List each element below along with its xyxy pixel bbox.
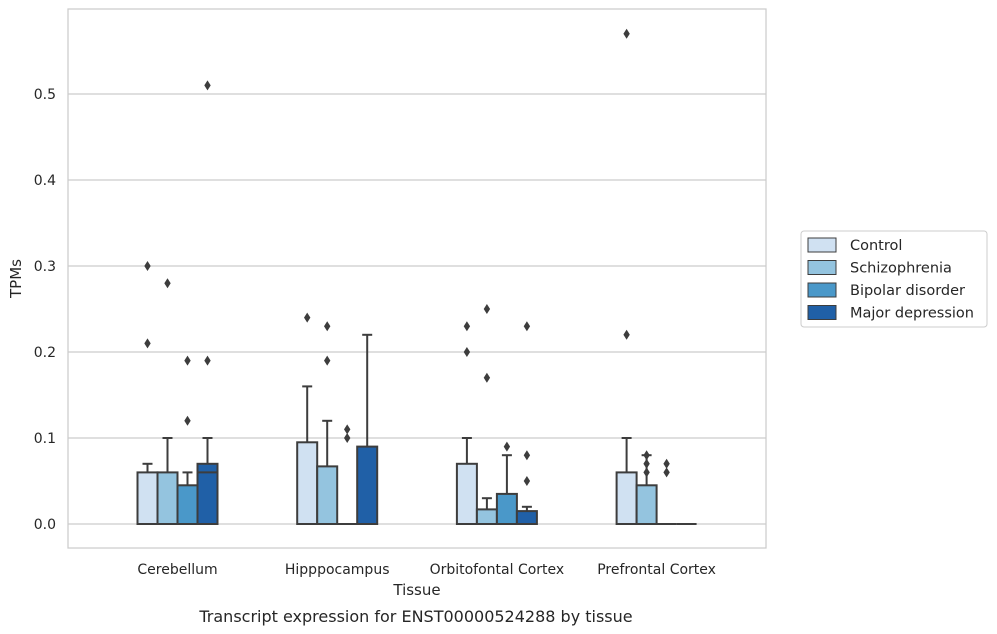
x-axis-label: Tissue (392, 581, 440, 599)
grid-lines (68, 93, 766, 525)
legend-swatch (807, 305, 837, 320)
box-control (296, 312, 319, 525)
outlier-point (184, 355, 191, 366)
y-tick-labels: 0.0 0.1 0.2 0.3 0.4 0.5 (34, 87, 56, 533)
outlier-point (663, 458, 670, 469)
box-major-depression (356, 333, 379, 526)
box-body (316, 465, 339, 526)
legend-swatch (807, 237, 837, 253)
outlier-point (623, 28, 630, 39)
box-bipolar-disorder (495, 441, 518, 525)
legend-label: Bipolar disorder (850, 283, 965, 299)
outlier-point (324, 355, 331, 366)
box-major-depression (196, 80, 219, 525)
y-tick-label: 0.5 (34, 87, 56, 103)
x-tick-label: Hipppocampus (285, 562, 390, 578)
x-tick-label: Cerebellum (137, 562, 217, 578)
box-bipolar-disorder (337, 424, 358, 525)
legend-frame (800, 230, 988, 328)
box-body (475, 508, 498, 526)
box-body (635, 484, 658, 525)
plot-area-frame (67, 8, 767, 549)
box-schizophrenia (156, 278, 179, 525)
x-tick-label: Orbitofontal Cortex (430, 562, 565, 578)
outlier-point (204, 355, 211, 366)
outlier-point (463, 321, 471, 332)
x-tick-label: Prefrontal Cortex (597, 562, 716, 578)
box-schizophrenia (316, 321, 339, 526)
outlier-point (643, 450, 650, 461)
outlier-point (643, 458, 650, 469)
outlier-point (643, 467, 650, 478)
outlier-point (304, 312, 311, 323)
y-tick-label: 0.3 (34, 259, 56, 275)
box-body (495, 492, 518, 525)
chart-caption: Transcript expression for ENST0000052428… (198, 607, 632, 626)
boxes (136, 28, 697, 526)
legend: Control Schizophrenia Bipolar disorder Majo… (800, 230, 988, 328)
y-tick-label: 0.1 (34, 431, 56, 447)
box-body (615, 471, 638, 525)
outlier-point (523, 450, 531, 461)
outlier-point (663, 467, 670, 478)
outlier-point (144, 261, 151, 271)
y-tick-label: 0.0 (34, 517, 56, 533)
outlier-point (184, 415, 191, 426)
box-schizophrenia (635, 450, 658, 525)
outlier-point (523, 321, 531, 332)
outlier-point (623, 329, 630, 340)
box-bipolar-disorder (176, 355, 199, 525)
box-body (455, 462, 478, 525)
box-body (136, 471, 159, 525)
legend-swatch (807, 282, 837, 298)
y-tick-label: 0.2 (34, 345, 56, 361)
outlier-point (503, 441, 511, 452)
box-body (515, 510, 538, 526)
box-control (455, 321, 478, 525)
x-tick-labels: Cerebellum Hipppocampus Orbitofontal Corte… (137, 562, 716, 578)
box-control (136, 261, 159, 525)
outlier-point (344, 433, 351, 443)
box-body (176, 484, 199, 525)
outlier-point (483, 304, 491, 314)
outlier-point (324, 321, 331, 332)
box-major-depression (515, 321, 538, 526)
box-body (156, 471, 179, 525)
outlier-point (344, 424, 351, 435)
box-schizophrenia (475, 304, 498, 526)
box-body (296, 441, 319, 525)
outlier-point (523, 476, 531, 486)
legend-swatch (807, 260, 837, 275)
outlier-point (463, 347, 471, 357)
box-body (356, 445, 379, 526)
outlier-point (144, 338, 151, 349)
legend-label: Schizophrenia (850, 261, 952, 277)
y-axis-label: TPMs (7, 259, 25, 299)
outlier-point (204, 80, 211, 91)
box-bipolar-disorder (656, 458, 677, 525)
box-control (615, 28, 638, 525)
outlier-point (483, 372, 491, 383)
outlier-point (164, 278, 171, 289)
legend-label: Major depression (850, 306, 974, 322)
y-tick-label: 0.4 (34, 173, 56, 189)
legend-label: Control (850, 238, 902, 254)
